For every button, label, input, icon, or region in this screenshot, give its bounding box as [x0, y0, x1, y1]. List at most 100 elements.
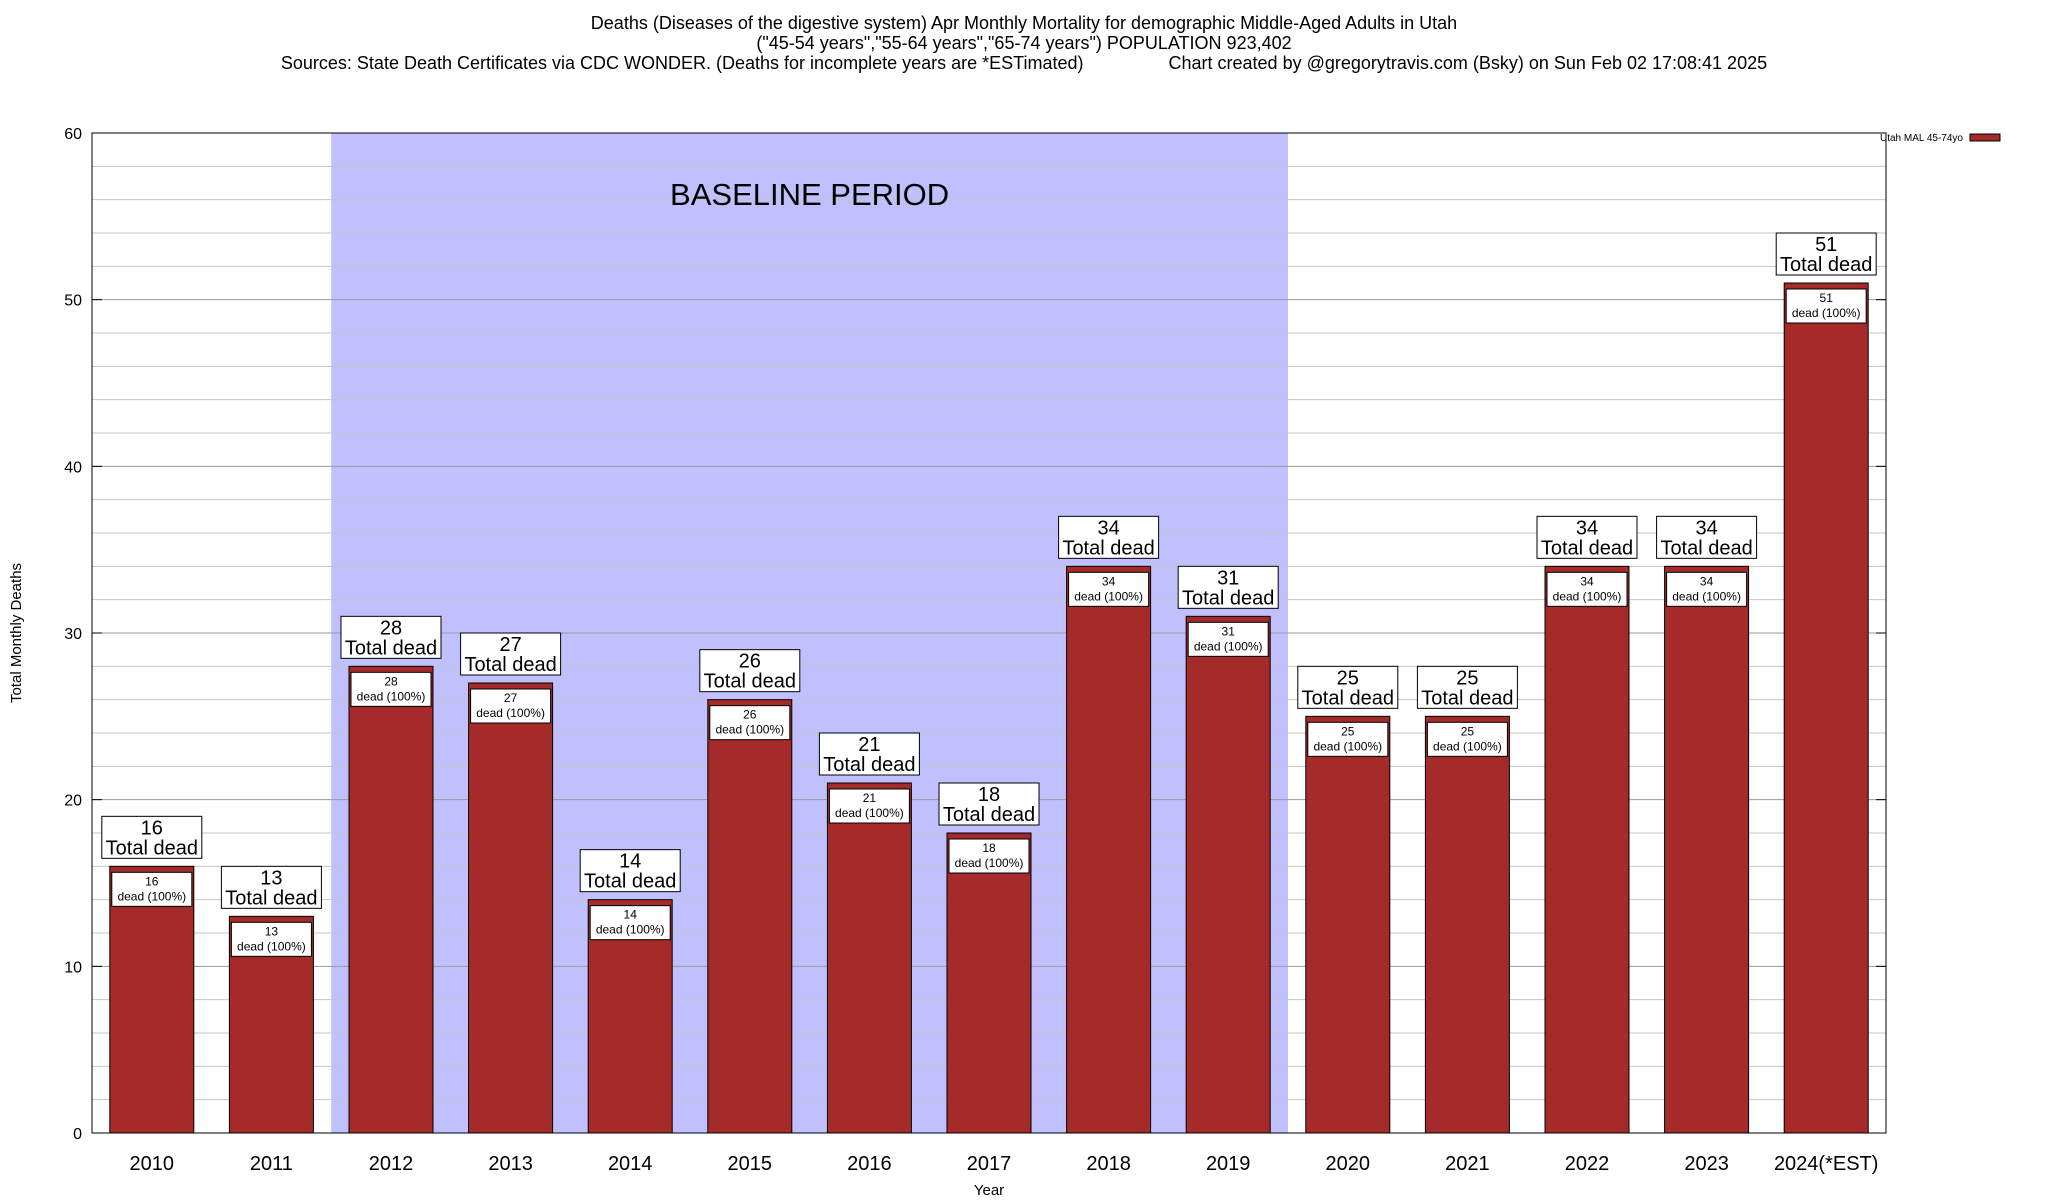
bar-top-label-box: [460, 632, 562, 676]
chart-source-line: Sources: State Death Certificates via CD…: [280, 53, 1768, 73]
bar-data-label: 25: [1337, 667, 1359, 689]
bar-data-label: 51: [1815, 234, 1837, 256]
bar-inner-value: 34: [1102, 574, 1116, 588]
bar-top-text: Total dead: [704, 671, 796, 693]
bar-inner-text: dead (100%): [117, 889, 186, 903]
x-tick-label: 2019: [1206, 1153, 1251, 1175]
bar-top-text: Total dead: [345, 637, 437, 659]
bar-inner-value: 31: [1222, 624, 1236, 638]
bar-data-label: 26: [739, 651, 761, 673]
bar-top-label-box: [579, 849, 681, 893]
bar-data-label: 34: [1695, 517, 1717, 539]
bar-inner-value: 34: [1580, 574, 1594, 588]
bar: [1066, 565, 1152, 1134]
bar: [707, 699, 793, 1134]
bar: [468, 682, 554, 1134]
bar-data-label: 18: [978, 784, 1000, 806]
x-tick-label: 2010: [130, 1153, 175, 1175]
bar-top-label-box: [938, 782, 1040, 826]
x-tick-label: 2014: [608, 1153, 653, 1175]
bar-top-label-box: [1656, 515, 1758, 559]
x-tick-label: 2012: [369, 1153, 414, 1175]
bar-inner-text: dead (100%): [1194, 639, 1263, 653]
bar-data-label: 16: [141, 817, 163, 839]
y-tick-label: 30: [64, 626, 82, 643]
bar-inner-text: dead (100%): [596, 923, 665, 937]
bar-top-text: Total dead: [584, 871, 676, 893]
bar-top-text: Total dead: [225, 887, 317, 909]
bar-inner-label-box: [709, 705, 791, 741]
bar-inner-label-box: [350, 671, 432, 707]
x-tick-label: 2024(*EST): [1774, 1153, 1879, 1175]
x-tick-label: 2011: [250, 1153, 293, 1175]
bar-top-label-box: [1536, 515, 1638, 559]
bar-inner-text: dead (100%): [955, 856, 1024, 870]
bar-data-label: 31: [1217, 567, 1239, 589]
bar-top-label-box: [1177, 565, 1279, 609]
x-tick-label: 2018: [1086, 1153, 1131, 1175]
bar-inner-value: 16: [145, 874, 159, 888]
bar-inner-text: dead (100%): [1792, 306, 1861, 320]
bar-data-label: 34: [1576, 517, 1598, 539]
baseline-label: BASELINE PERIOD: [670, 177, 949, 212]
bar-top-label-box: [340, 615, 442, 659]
x-axis-label: Year: [974, 1182, 1004, 1199]
x-tick-label: 2017: [967, 1153, 1012, 1175]
bar-inner-label-box: [1785, 288, 1867, 324]
bar-data-label: 27: [499, 634, 521, 656]
bar-inner-value: 26: [743, 708, 757, 722]
bar-inner-value: 18: [982, 841, 996, 855]
bar: [826, 782, 912, 1134]
bar-inner-label-box: [1307, 721, 1389, 757]
x-tick-label: 2023: [1684, 1153, 1729, 1175]
bar-inner-label-box: [1068, 571, 1150, 607]
bar: [348, 665, 434, 1134]
x-tick-label: 2013: [488, 1153, 533, 1175]
chart-subtitle: ("45-54 years","55-64 years","65-74 year…: [756, 33, 1292, 53]
bar-data-label: 13: [260, 867, 282, 889]
bar-inner-label-box: [948, 838, 1030, 874]
chart-title: Deaths (Diseases of the digestive system…: [590, 13, 1458, 33]
y-tick-label: 40: [64, 459, 82, 476]
bar: [1305, 715, 1391, 1134]
bar-inner-label-box: [1426, 721, 1508, 757]
bar-inner-value: 13: [265, 924, 279, 938]
bar-inner-value: 25: [1461, 724, 1475, 738]
bar: [1185, 615, 1271, 1134]
bar-top-label-box: [1416, 665, 1518, 709]
bar: [1664, 565, 1750, 1134]
bar-top-text: Total dead: [1302, 687, 1394, 709]
bar-inner-text: dead (100%): [1313, 739, 1382, 753]
bar-inner-text: dead (100%): [1433, 739, 1502, 753]
bar: [1783, 282, 1869, 1134]
bar-inner-label-box: [111, 871, 193, 907]
bar-top-label-box: [220, 865, 322, 909]
x-tick-label: 2022: [1565, 1153, 1610, 1175]
bar-inner-text: dead (100%): [1553, 589, 1622, 603]
bar-top-text: Total dead: [943, 804, 1035, 826]
bar-inner-text: dead (100%): [1672, 589, 1741, 603]
bar-inner-text: dead (100%): [715, 723, 784, 737]
bar-top-label-box: [818, 732, 920, 776]
y-axis-label: Total Monthly Deaths: [8, 563, 25, 703]
bar-top-text: Total dead: [1780, 254, 1872, 276]
y-tick-label: 20: [64, 793, 82, 810]
bar-top-label-box: [699, 649, 801, 693]
bar: [109, 865, 195, 1134]
bar: [1424, 715, 1510, 1134]
bar-inner-value: 28: [384, 674, 398, 688]
x-tick-label: 2015: [728, 1153, 773, 1175]
x-tick-label: 2020: [1326, 1153, 1371, 1175]
bar-data-label: 25: [1456, 667, 1478, 689]
bar-inner-text: dead (100%): [835, 806, 904, 820]
bar-inner-label-box: [828, 788, 910, 824]
bar-data-label: 14: [619, 851, 641, 873]
bar-inner-value: 25: [1341, 724, 1355, 738]
bar-top-label-box: [1297, 665, 1399, 709]
bar-top-label-box: [1058, 515, 1160, 559]
legend-label: Utah MAL 45-74yo: [1880, 133, 1963, 144]
y-tick-label: 50: [64, 293, 82, 310]
bar-inner-text: dead (100%): [357, 689, 426, 703]
bar: [1544, 565, 1630, 1134]
x-tick-label: 2021: [1445, 1153, 1490, 1175]
